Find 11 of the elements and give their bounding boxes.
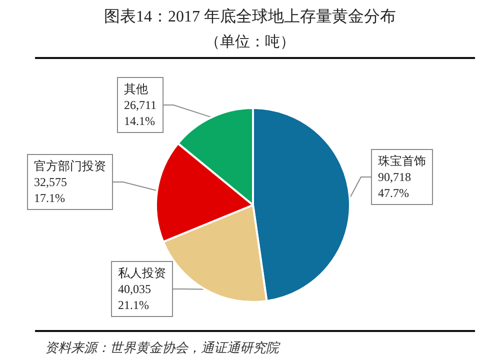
chart-title: 图表14：2017 年底全球地上存量黄金分布: [104, 8, 396, 26]
slice-label: 私人投资: [118, 266, 166, 280]
data-label: 90,718 47.7%: [378, 170, 411, 200]
data-label: 26,711 14.1%: [124, 98, 157, 128]
slice-label: 其他: [124, 82, 148, 96]
data-label: 40,035 21.1%: [118, 282, 151, 312]
data-label: 32,575 17.1%: [34, 175, 67, 205]
text: 资料来源：世界黄金协会，通证通研究院: [45, 340, 281, 355]
slice-label: 珠宝首饰: [378, 154, 426, 168]
slice-label: 官方部门投资: [34, 159, 106, 173]
chart-subtitle: （单位：吨）: [205, 34, 295, 50]
